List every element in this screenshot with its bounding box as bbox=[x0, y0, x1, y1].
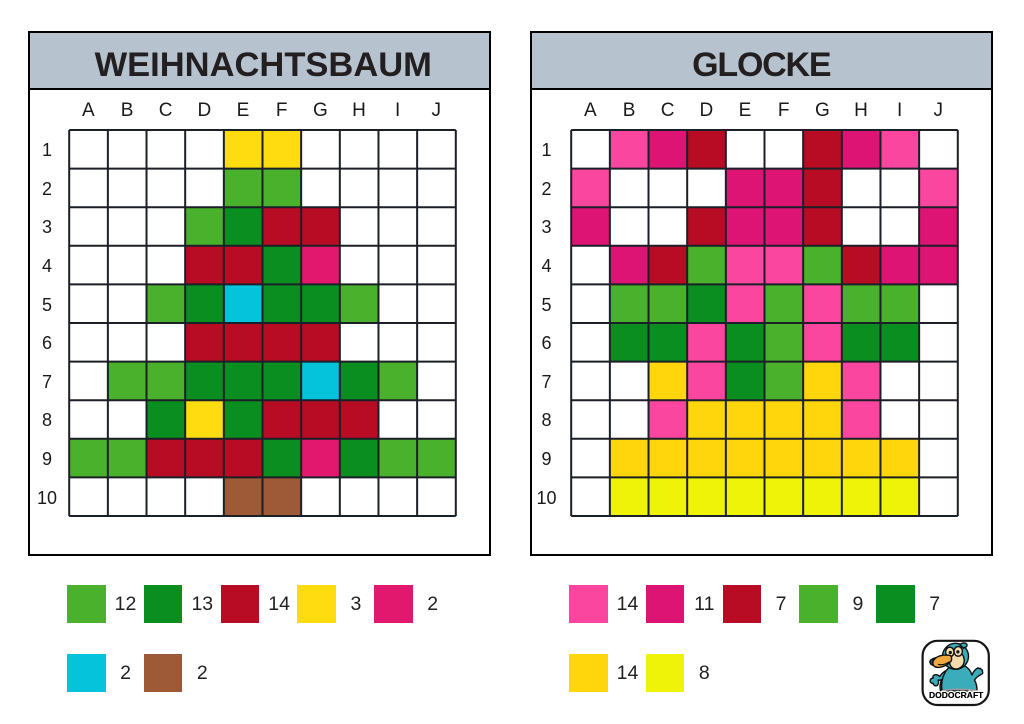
svg-text:DODOCRAFT: DODOCRAFT bbox=[929, 690, 984, 700]
svg-text:DODOCRAFT: DODOCRAFT bbox=[929, 690, 984, 700]
